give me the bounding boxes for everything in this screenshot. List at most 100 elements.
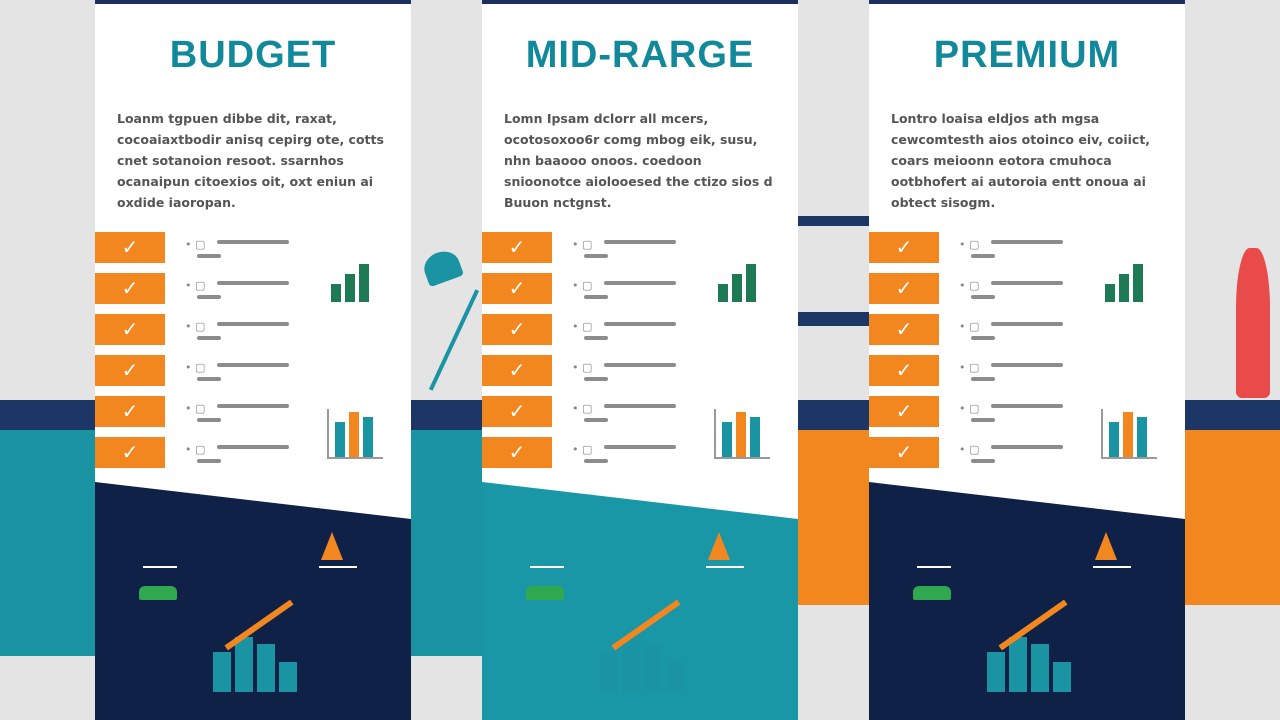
check-icon[interactable]: ✓: [482, 437, 552, 468]
money-icon: [526, 586, 564, 600]
check-icon[interactable]: ✓: [482, 396, 552, 427]
growth-chart-icon: [213, 599, 303, 692]
card-title: MID-RARGE: [525, 34, 755, 76]
card-title: BUDGET: [169, 34, 337, 76]
feature-line: [584, 377, 608, 381]
lamp-arm: [428, 289, 480, 391]
check-icon[interactable]: ✓: [95, 437, 165, 468]
check-icon[interactable]: ✓: [95, 273, 165, 304]
feature-row: ✓ • ▢: [95, 355, 395, 386]
card-bottom-panel: [482, 482, 798, 720]
bullet-icon: • ▢: [185, 320, 206, 333]
pricing-card-budget: BUDGET Loanm tgpuen dibbe dit, raxat, co…: [95, 0, 411, 720]
pricing-card-premium: PREMIUM Lontro loaisa eldjos ath mgsa ce…: [869, 0, 1185, 720]
warning-icon: [708, 532, 730, 560]
feature-row: ✓ • ▢: [482, 314, 782, 345]
desk-worker-icon: [600, 599, 690, 692]
bullet-icon: • ▢: [185, 402, 206, 415]
bullet-icon: • ▢: [572, 402, 593, 415]
check-icon[interactable]: ✓: [95, 355, 165, 386]
athlete-icon: [987, 599, 1077, 692]
card-description: Lontro loaisa eldjos ath mgsa cewcomtest…: [891, 111, 1151, 210]
money-icon: [139, 586, 177, 600]
shelf-decoration: [797, 216, 869, 226]
check-icon[interactable]: ✓: [482, 355, 552, 386]
check-icon[interactable]: ✓: [482, 232, 552, 263]
bar-chart-icon: [1101, 409, 1157, 459]
feature-line: [584, 336, 608, 340]
feature-line: [971, 418, 995, 422]
rocket-icon: [1236, 248, 1270, 398]
feature-row: ✓ • ▢: [95, 314, 395, 345]
feature-row: ✓ • ▢: [95, 437, 395, 468]
feature-line: [217, 445, 289, 449]
feature-row: ✓ • ▢: [869, 273, 1169, 304]
check-icon[interactable]: ✓: [869, 314, 939, 345]
bullet-icon: • ▢: [959, 402, 980, 415]
bullet-icon: • ▢: [959, 320, 980, 333]
card-bottom-panel: [95, 482, 411, 720]
check-icon[interactable]: ✓: [869, 355, 939, 386]
divider: [143, 566, 177, 568]
feature-line: [604, 281, 676, 285]
feature-row: ✓ • ▢: [482, 232, 782, 263]
divider: [319, 566, 357, 568]
feature-line: [604, 363, 676, 367]
bullet-icon: • ▢: [959, 238, 980, 251]
feature-line: [971, 377, 995, 381]
feature-line: [197, 336, 221, 340]
bullet-icon: • ▢: [959, 279, 980, 292]
card-illustration-icon: [708, 252, 764, 302]
feature-line: [197, 377, 221, 381]
feature-line: [971, 459, 995, 463]
divider: [530, 566, 564, 568]
check-icon[interactable]: ✓: [869, 273, 939, 304]
card-illustration-icon: [321, 252, 377, 302]
feature-row: ✓ • ▢: [869, 437, 1169, 468]
card-illustration-icon: [1095, 252, 1151, 302]
feature-line: [991, 322, 1063, 326]
feature-line: [584, 459, 608, 463]
bullet-icon: • ▢: [572, 320, 593, 333]
feature-line: [991, 363, 1063, 367]
bullet-icon: • ▢: [572, 279, 593, 292]
feature-line: [217, 281, 289, 285]
feature-line: [604, 404, 676, 408]
feature-line: [584, 295, 608, 299]
feature-line: [584, 254, 608, 258]
feature-line: [217, 404, 289, 408]
divider: [706, 566, 744, 568]
feature-line: [604, 322, 676, 326]
feature-line: [991, 445, 1063, 449]
feature-line: [991, 404, 1063, 408]
feature-line: [971, 336, 995, 340]
feature-row: ✓ • ▢: [482, 355, 782, 386]
check-icon[interactable]: ✓: [482, 314, 552, 345]
feature-line: [584, 418, 608, 422]
shelf-decoration-2: [797, 312, 869, 326]
check-icon[interactable]: ✓: [869, 396, 939, 427]
bullet-icon: • ▢: [185, 279, 206, 292]
bar-chart-icon: [327, 409, 383, 459]
feature-line: [217, 322, 289, 326]
bullet-icon: • ▢: [572, 238, 593, 251]
bullet-icon: • ▢: [959, 361, 980, 374]
check-icon[interactable]: ✓: [95, 396, 165, 427]
warning-icon: [1095, 532, 1117, 560]
check-icon[interactable]: ✓: [482, 273, 552, 304]
bullet-icon: • ▢: [185, 361, 206, 374]
check-icon[interactable]: ✓: [95, 314, 165, 345]
feature-row: ✓ • ▢: [95, 273, 395, 304]
feature-row: ✓ • ▢: [95, 232, 395, 263]
lamp-icon: [419, 246, 465, 288]
feature-line: [217, 240, 289, 244]
check-icon[interactable]: ✓: [869, 232, 939, 263]
feature-row: ✓ • ▢: [869, 232, 1169, 263]
money-icon: [913, 586, 951, 600]
feature-line: [197, 254, 221, 258]
check-icon[interactable]: ✓: [869, 437, 939, 468]
feature-line: [971, 254, 995, 258]
check-icon[interactable]: ✓: [95, 232, 165, 263]
card-title: PREMIUM: [933, 34, 1121, 76]
warning-icon: [321, 532, 343, 560]
